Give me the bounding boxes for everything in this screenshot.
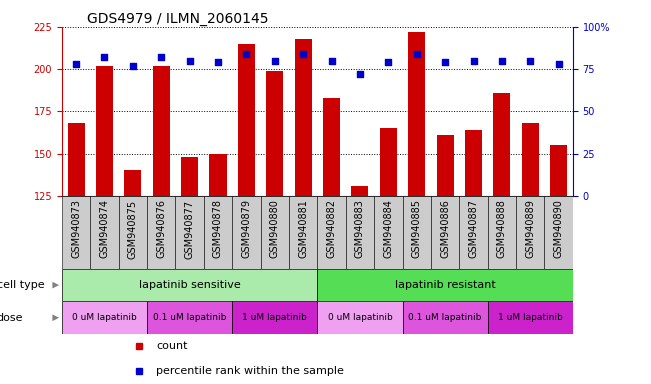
Bar [210,154,227,196]
Text: lapatinib resistant: lapatinib resistant [395,280,495,290]
Point [99,54,109,60]
Point [411,51,422,57]
FancyBboxPatch shape [289,196,317,269]
FancyBboxPatch shape [460,196,488,269]
Text: GSM940890: GSM940890 [554,200,564,258]
Text: GSM940885: GSM940885 [411,200,422,258]
FancyBboxPatch shape [204,196,232,269]
Bar [266,71,283,196]
Text: GSM940889: GSM940889 [525,200,535,258]
Text: GSM940881: GSM940881 [298,200,308,258]
Text: GSM940887: GSM940887 [469,200,478,258]
Point [326,58,337,64]
Bar [96,66,113,196]
Point [270,58,280,64]
Point [184,58,195,64]
Text: GSM940878: GSM940878 [213,200,223,258]
Point [213,59,223,65]
Bar [238,44,255,196]
Bar [295,39,312,196]
Bar [62,301,147,334]
Text: percentile rank within the sample: percentile rank within the sample [156,366,344,376]
Bar [323,98,340,196]
Text: 0.1 uM lapatinib: 0.1 uM lapatinib [408,313,482,322]
Bar [550,145,567,196]
Text: cell type: cell type [0,280,44,290]
FancyBboxPatch shape [260,196,289,269]
FancyBboxPatch shape [175,196,204,269]
Bar [124,170,141,196]
Text: GSM940873: GSM940873 [71,200,81,258]
Point [298,51,309,57]
Bar [402,301,488,334]
Text: GSM940884: GSM940884 [383,200,393,258]
Point [525,58,536,64]
Point [497,58,507,64]
Bar [488,301,573,334]
Text: GSM940888: GSM940888 [497,200,507,258]
Bar [521,123,539,196]
Text: 1 uM lapatinib: 1 uM lapatinib [498,313,562,322]
Text: 0.1 uM lapatinib: 0.1 uM lapatinib [153,313,227,322]
Text: GSM940886: GSM940886 [440,200,450,258]
Text: count: count [156,341,188,351]
FancyBboxPatch shape [90,196,118,269]
Bar [232,301,317,334]
Bar [352,186,368,196]
FancyBboxPatch shape [402,196,431,269]
FancyBboxPatch shape [431,196,460,269]
Bar [408,32,425,196]
FancyBboxPatch shape [62,196,90,269]
Bar [62,269,317,301]
FancyBboxPatch shape [317,196,346,269]
Bar [317,301,402,334]
Text: GSM940875: GSM940875 [128,200,138,258]
Text: GDS4979 / ILMN_2060145: GDS4979 / ILMN_2060145 [87,12,269,26]
Text: GSM940876: GSM940876 [156,200,166,258]
Text: GSM940880: GSM940880 [270,200,280,258]
Point [128,63,138,69]
Text: 0 uM lapatinib: 0 uM lapatinib [327,313,393,322]
Text: 1 uM lapatinib: 1 uM lapatinib [242,313,307,322]
Text: GSM940874: GSM940874 [100,200,109,258]
FancyBboxPatch shape [346,196,374,269]
Text: GSM940879: GSM940879 [242,200,251,258]
Bar [147,301,232,334]
Point [440,59,450,65]
Point [468,58,478,64]
Point [241,51,251,57]
Text: lapatinib sensitive: lapatinib sensitive [139,280,240,290]
FancyBboxPatch shape [516,196,544,269]
Point [355,71,365,77]
Bar [181,157,198,196]
Point [71,61,81,67]
Bar [317,269,573,301]
Point [156,54,167,60]
FancyBboxPatch shape [374,196,402,269]
FancyBboxPatch shape [147,196,175,269]
FancyBboxPatch shape [488,196,516,269]
Point [383,59,394,65]
FancyBboxPatch shape [118,196,147,269]
FancyBboxPatch shape [232,196,260,269]
Text: GSM940877: GSM940877 [185,200,195,258]
Bar [68,123,85,196]
Bar [380,128,397,196]
Text: GSM940883: GSM940883 [355,200,365,258]
Text: GSM940882: GSM940882 [327,200,337,258]
Bar [437,135,454,196]
Bar [153,66,170,196]
Bar [493,93,510,196]
Text: 0 uM lapatinib: 0 uM lapatinib [72,313,137,322]
Point [553,61,564,67]
Text: dose: dose [0,313,23,323]
Bar [465,130,482,196]
FancyBboxPatch shape [544,196,573,269]
